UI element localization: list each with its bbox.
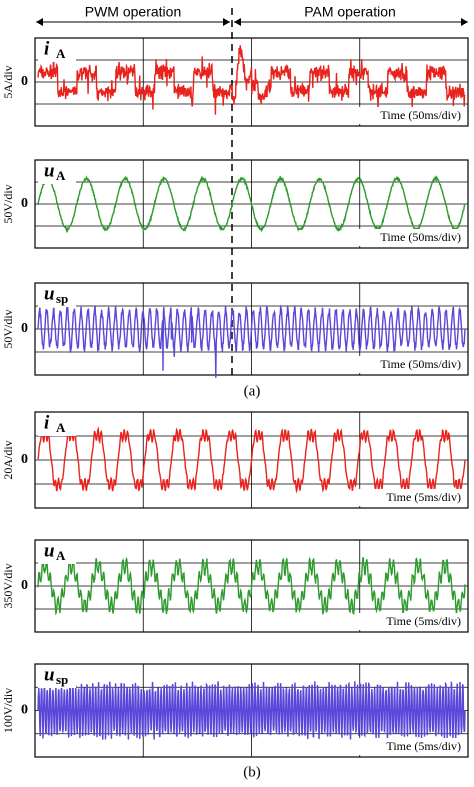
zero-label: 0 <box>21 321 28 336</box>
symbol-subscript: sp <box>56 672 68 687</box>
time-label: Time (5ms/div) <box>386 739 461 753</box>
waveform <box>37 175 466 234</box>
scale-label: 50V/div <box>1 309 15 348</box>
scale-label: 5A/div <box>1 65 15 98</box>
scale-label: 50V/div <box>1 184 15 223</box>
waveform <box>37 426 466 494</box>
mode-label: PWM operation <box>85 4 181 20</box>
time-bg <box>355 738 465 755</box>
caption: (b) <box>243 764 261 780</box>
caption: (a) <box>244 383 261 399</box>
symbol-subscript: A <box>56 420 66 435</box>
waveform <box>37 556 466 617</box>
scale-label: 20A/div <box>1 440 15 479</box>
symbol: i <box>44 38 50 59</box>
zero-label: 0 <box>21 74 28 89</box>
waveform <box>37 45 466 115</box>
zero-label: 0 <box>21 703 28 718</box>
symbol: i <box>44 412 50 433</box>
waveform <box>37 681 466 740</box>
scale-label: 350V/div <box>1 563 15 608</box>
symbol-bg <box>38 285 76 307</box>
symbol-subscript: A <box>56 46 66 61</box>
zero-label: 0 <box>21 578 28 593</box>
time-bg <box>355 356 465 373</box>
zero-label: 0 <box>21 196 28 211</box>
symbol-bg <box>38 666 76 688</box>
zero-label: 0 <box>21 452 28 467</box>
time-bg <box>355 107 465 124</box>
symbol-subscript: A <box>56 548 66 563</box>
symbol-subscript: A <box>56 168 66 183</box>
symbol: u <box>44 160 55 181</box>
time-label: Time (5ms/div) <box>386 614 461 628</box>
symbol: u <box>44 540 55 561</box>
scale-label: 100V/div <box>1 688 15 733</box>
mode-label: PAM operation <box>304 4 396 20</box>
symbol-bg <box>38 414 76 436</box>
time-bg <box>355 489 465 506</box>
symbol: u <box>44 664 55 685</box>
symbol-bg <box>38 162 76 184</box>
symbol-bg <box>38 542 76 564</box>
time-label: Time (5ms/div) <box>386 490 461 504</box>
time-label: Time (50ms/div) <box>380 357 461 371</box>
symbol-subscript: sp <box>56 291 68 306</box>
time-bg <box>355 229 465 246</box>
time-bg <box>355 613 465 630</box>
time-label: Time (50ms/div) <box>380 230 461 244</box>
symbol-bg <box>38 40 76 62</box>
waveform <box>37 304 466 378</box>
symbol: u <box>44 283 55 304</box>
time-label: Time (50ms/div) <box>380 108 461 122</box>
